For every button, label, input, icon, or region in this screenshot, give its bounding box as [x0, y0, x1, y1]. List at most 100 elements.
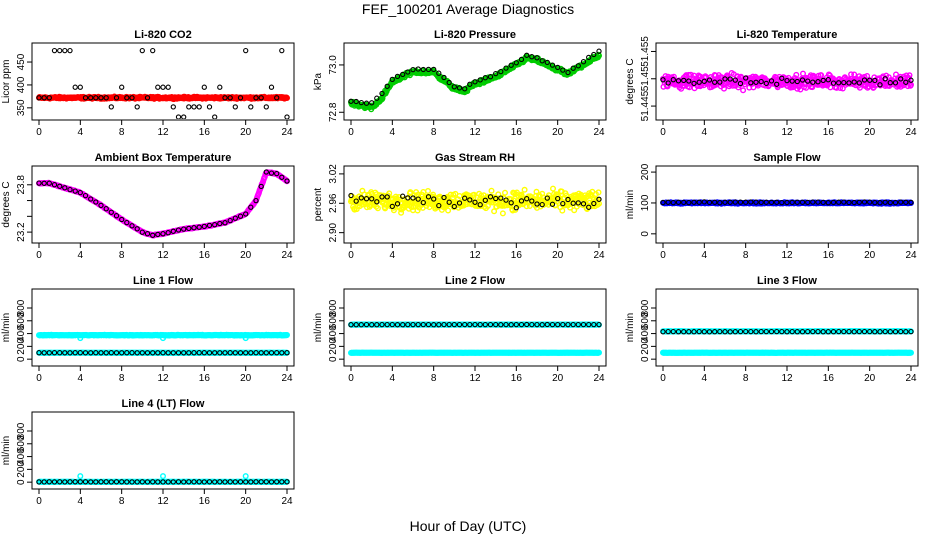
data-point-co2_samples: [165, 84, 171, 90]
x-tick-label: 8: [431, 373, 437, 384]
data-point-box_temp_samples: [134, 226, 140, 232]
data-point-pressure_samples: [363, 100, 370, 106]
data-point-box_temp_samples: [165, 230, 171, 236]
data-point-sample_flow_samples: [722, 199, 728, 205]
y-tick-label: 400: [16, 325, 27, 342]
panel-title: Line 2 Flow: [445, 275, 505, 287]
data-point-box_temp_samples: [175, 227, 182, 233]
data-point-rh_avg: [499, 210, 506, 217]
data-point-rh_samples: [400, 193, 406, 199]
data-point-box_temp_samples: [103, 206, 109, 212]
x-tick-label: 16: [199, 373, 211, 384]
y-tick-label: 200: [640, 163, 651, 180]
data-point-sample_flow_samples: [846, 199, 852, 206]
data-point-rh_avg: [407, 189, 414, 196]
x-tick-label: 0: [348, 250, 354, 261]
data-point-sample_flow_samples: [887, 199, 893, 206]
data-point-pressure_samples: [513, 60, 519, 66]
data-point-rh_samples: [379, 194, 385, 200]
data-point-line1_hi: [284, 332, 291, 339]
data-point-line1_samples: [201, 350, 207, 356]
data-point-pressure_samples: [420, 66, 426, 73]
data-point-co2_samples: [160, 84, 166, 90]
data-point-pressure_samples: [374, 95, 380, 101]
data-point-co2_samples: [103, 95, 109, 101]
data-point-pressure_samples: [529, 54, 535, 60]
data-point-box_temp_samples: [124, 219, 130, 226]
panel-title: Sample Flow: [753, 152, 821, 164]
data-point-rh_avg: [526, 202, 533, 209]
data-point-rh_avg: [491, 208, 498, 215]
data-point-co2_samples: [284, 114, 290, 119]
data-point-box_temp_samples: [98, 202, 104, 209]
data-point-co2_samples: [253, 95, 259, 101]
data-point-sample_flow_samples: [670, 199, 676, 206]
data-point-sample_flow_samples: [789, 199, 795, 206]
data-point-sample_flow_samples: [686, 199, 692, 206]
data-point-temp_samples: [675, 78, 682, 84]
data-point-co2_samples: [82, 95, 89, 101]
data-point-co2_samples: [88, 95, 94, 101]
data-point-line1_samples: [62, 350, 68, 356]
data-point-line1_samples: [248, 350, 254, 356]
data-point-pressure_samples: [555, 64, 561, 71]
data-point-co2_samples: [139, 47, 145, 54]
data-point-rh_avg: [470, 194, 477, 201]
data-point-box_temp_samples: [217, 220, 223, 227]
data-point-rh_samples: [384, 194, 390, 200]
data-point-sample_flow_samples: [701, 199, 707, 205]
data-point-line1_samples: [212, 350, 218, 356]
data-point-co2_samples: [227, 95, 233, 101]
data-point-temp_samples: [794, 78, 800, 85]
data-point-pressure_samples: [451, 84, 457, 90]
data-point-box_temp_samples: [36, 180, 42, 186]
data-point-temp_samples: [815, 79, 821, 85]
data-point-pressure_samples: [384, 83, 390, 89]
data-point-co2_samples: [150, 47, 156, 54]
y-tick-label: 600: [16, 312, 27, 329]
data-point-temp_avg: [721, 85, 728, 92]
data-point-rh_avg: [367, 202, 374, 209]
data-point-rh_avg: [550, 185, 557, 192]
data-point-rh_samples: [358, 195, 364, 201]
data-point-rh_samples: [369, 196, 375, 202]
data-point-temp_samples: [908, 77, 914, 83]
data-point-sample_flow_samples: [815, 199, 821, 205]
data-point-pressure_samples: [539, 58, 545, 64]
data-point-co2_samples: [62, 47, 68, 54]
data-point-sample_flow_samples: [660, 199, 666, 206]
data-point-pressure_samples: [456, 85, 463, 91]
data-point-temp_samples: [836, 80, 842, 86]
data-point-rh_avg: [488, 187, 495, 194]
x-tick-label: 16: [511, 250, 523, 261]
data-point-pressure_samples: [560, 67, 566, 73]
data-point-line1_samples: [170, 350, 176, 356]
data-point-rh_avg: [374, 205, 381, 212]
data-point-co2_samples: [51, 47, 58, 54]
data-point-rh_samples: [549, 201, 556, 207]
data-point-co2_samples: [155, 84, 161, 90]
data-point-co2_samples: [46, 95, 52, 101]
x-tick-label: 4: [78, 127, 84, 138]
data-point-sample_flow_samples: [810, 199, 816, 205]
data-point-co2_samples: [181, 114, 187, 119]
data-point-co2_samples: [212, 114, 218, 119]
data-point-co2_samples: [134, 104, 140, 110]
data-point-pressure_samples: [405, 69, 411, 75]
x-tick-label: 8: [431, 250, 437, 261]
data-point-rh_samples: [374, 199, 380, 205]
data-point-temp_samples: [841, 79, 847, 86]
series-group: [348, 185, 603, 217]
data-point-line1_samples: [232, 350, 238, 356]
y-tick-label: 400: [16, 76, 27, 93]
data-point-line1_samples: [77, 350, 83, 356]
data-point-pressure_samples: [353, 98, 359, 105]
data-point-co2_samples: [129, 95, 135, 101]
data-point-pressure_samples: [549, 62, 556, 68]
y-axis-label: degrees C: [625, 58, 636, 104]
data-point-rh_samples: [405, 195, 411, 201]
data-point-rh_avg: [513, 189, 520, 196]
panel-title: Gas Stream RH: [435, 152, 515, 164]
x-tick-label: 4: [702, 127, 708, 138]
